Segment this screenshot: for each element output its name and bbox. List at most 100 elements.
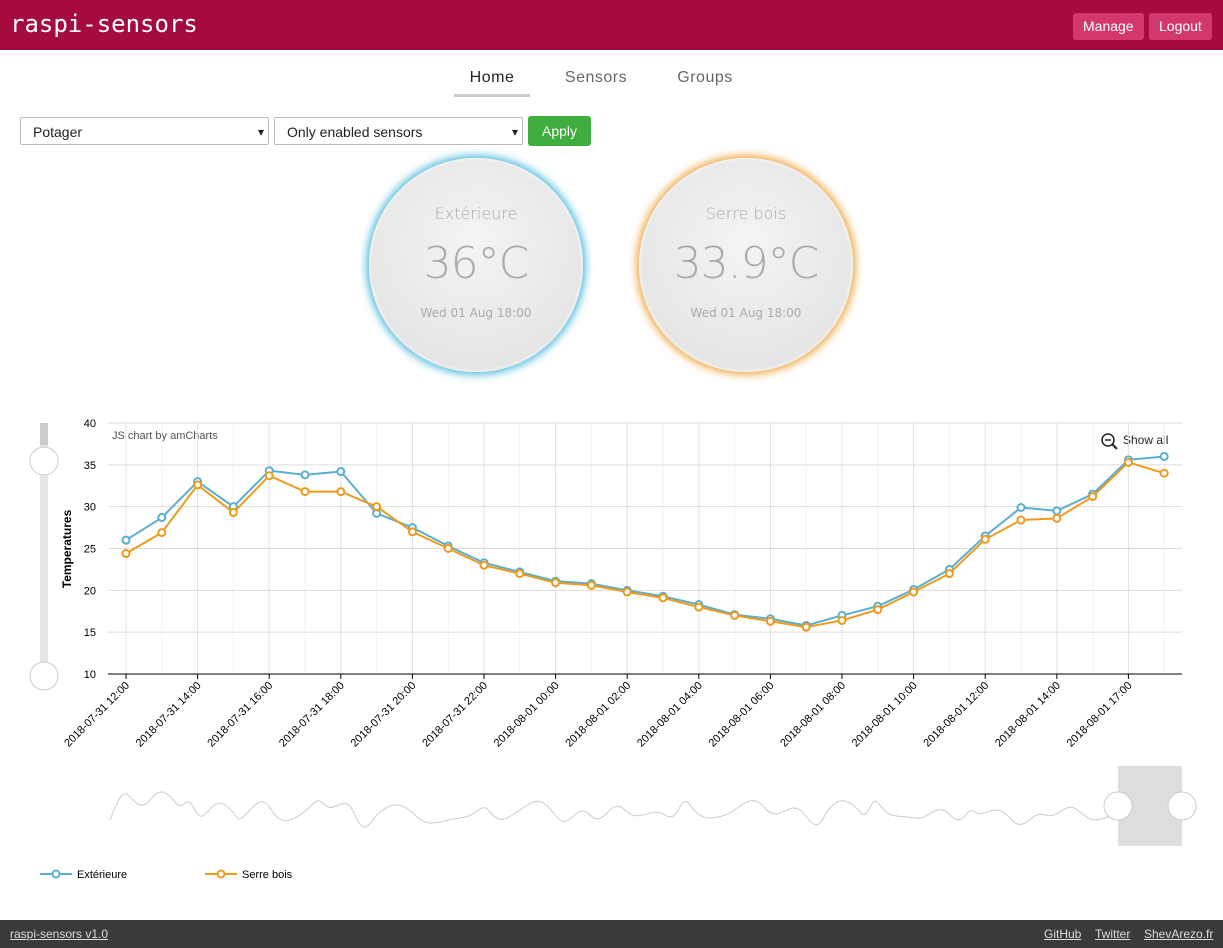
legend-label: Extérieure xyxy=(77,869,127,881)
logout-button[interactable]: Logout xyxy=(1149,13,1212,40)
x-tick-label: 2018-07-31 14:00 xyxy=(134,680,204,750)
x-tick-label: 2018-08-01 10:00 xyxy=(850,680,920,750)
x-tick-label: 2018-08-01 17:00 xyxy=(1065,680,1135,750)
gauge: Serre bois 33.9°C Wed 01 Aug 18:00 xyxy=(639,158,853,372)
credit[interactable]: JS chart by amCharts xyxy=(112,430,218,442)
x-tick-label: 2018-07-31 16:00 xyxy=(205,680,275,750)
manage-button[interactable]: Manage xyxy=(1073,13,1144,40)
y-axis-title: Temperatures xyxy=(60,509,74,588)
x-tick-label: 2018-07-31 18:00 xyxy=(277,680,347,750)
data-point xyxy=(479,560,489,570)
gauge-date: Wed 01 Aug 18:00 xyxy=(420,306,532,320)
gauge-name: Extérieure xyxy=(434,204,518,223)
github-link[interactable]: GitHub xyxy=(1044,927,1082,941)
group-select[interactable]: Potager xyxy=(20,117,269,146)
zoom-icon xyxy=(1111,443,1118,450)
data-point xyxy=(336,467,346,477)
data-point xyxy=(658,593,668,603)
nav-tab[interactable]: Home xyxy=(454,62,530,97)
data-point xyxy=(1159,451,1169,461)
data-point xyxy=(980,534,990,544)
data-point xyxy=(407,527,417,537)
gauge-date: Wed 01 Aug 18:00 xyxy=(690,306,802,320)
data-point xyxy=(443,544,453,553)
footer xyxy=(0,920,1223,948)
gauge-value: 33.9°C xyxy=(673,238,820,289)
legend-label: Serre bois xyxy=(242,869,293,881)
data-point xyxy=(300,487,310,497)
data-point xyxy=(622,587,632,597)
data-point xyxy=(228,508,238,518)
twitter-link[interactable]: Twitter xyxy=(1095,927,1131,941)
data-point xyxy=(551,578,561,588)
nav-tab[interactable]: Sensors xyxy=(564,69,628,86)
x-tick-label: 2018-08-01 06:00 xyxy=(707,680,777,750)
y-tick-label: 25 xyxy=(84,544,96,556)
gauge-name: Serre bois xyxy=(705,204,787,223)
zoom-scrollbar xyxy=(40,423,48,675)
series-line xyxy=(125,455,1165,627)
y-tick-label: 15 xyxy=(84,627,96,639)
data-point xyxy=(336,487,346,497)
legend-marker xyxy=(216,869,226,879)
data-point xyxy=(1123,457,1133,467)
sensor-select[interactable]: Only enabled sensors xyxy=(274,117,523,146)
data-point xyxy=(515,569,525,579)
data-point xyxy=(1159,468,1169,478)
data-point xyxy=(1016,515,1026,525)
y-tick-label: 40 xyxy=(84,418,96,430)
header xyxy=(0,0,1223,50)
data-point xyxy=(909,587,919,597)
x-tick-label: 2018-08-01 00:00 xyxy=(492,680,562,750)
data-point xyxy=(157,528,167,538)
data-point xyxy=(801,622,811,632)
data-point xyxy=(1016,503,1026,513)
x-tick-label: 2018-08-01 14:00 xyxy=(993,680,1063,750)
brand[interactable]: raspi-sensors xyxy=(10,10,198,38)
x-tick-label: 2018-08-01 12:00 xyxy=(921,680,991,750)
x-tick-label: 2018-07-31 20:00 xyxy=(349,680,419,750)
data-point xyxy=(730,610,740,620)
data-point xyxy=(121,549,131,559)
scroll-handle[interactable] xyxy=(1103,791,1133,821)
y-tick-label: 20 xyxy=(84,585,96,597)
chart: JS chart by amCharts Show all Temperatur… xyxy=(29,418,1197,881)
gauge: Extérieure 36°C Wed 01 Aug 18:00 xyxy=(369,158,583,372)
show-all[interactable]: Show all xyxy=(1123,433,1168,447)
x-tick-label: 2018-08-01 08:00 xyxy=(778,680,848,750)
x-tick-label: 2018-08-01 04:00 xyxy=(635,680,705,750)
zoom-scrollbar-top xyxy=(40,423,48,445)
data-point xyxy=(694,602,704,612)
zoom-handle[interactable] xyxy=(29,661,59,691)
data-point xyxy=(372,502,382,512)
x-tick-label: 2018-08-01 02:00 xyxy=(563,680,633,750)
gauge-value: 36°C xyxy=(423,238,530,289)
data-point xyxy=(300,470,310,480)
version-link[interactable]: raspi-sensors v1.0 xyxy=(10,927,109,941)
data-point xyxy=(586,580,596,590)
site-link[interactable]: ShevArezo.fr xyxy=(1144,927,1214,941)
y-tick-label: 30 xyxy=(84,502,96,514)
data-point xyxy=(873,605,883,615)
series-line xyxy=(125,461,1165,629)
data-point xyxy=(193,480,203,490)
x-tick-label: 2018-07-31 22:00 xyxy=(420,680,490,750)
zoom-handle[interactable] xyxy=(29,446,59,476)
y-tick-label: 35 xyxy=(84,460,96,472)
scrollbar-graph xyxy=(109,791,1183,828)
data-point xyxy=(837,615,847,625)
apply-button[interactable]: Apply xyxy=(528,116,591,146)
x-tick-label: 2018-07-31 12:00 xyxy=(62,680,132,750)
data-point xyxy=(765,616,775,626)
legend-marker xyxy=(51,869,61,879)
scroll-handle[interactable] xyxy=(1167,791,1197,821)
zoom-icon[interactable] xyxy=(1101,433,1115,447)
data-point xyxy=(157,513,167,523)
data-point xyxy=(264,471,274,481)
data-point xyxy=(1088,492,1098,502)
y-tick-label: 10 xyxy=(84,669,96,681)
data-point xyxy=(1052,506,1062,516)
data-point xyxy=(1052,513,1062,523)
nav-tab[interactable]: Groups xyxy=(677,69,733,86)
